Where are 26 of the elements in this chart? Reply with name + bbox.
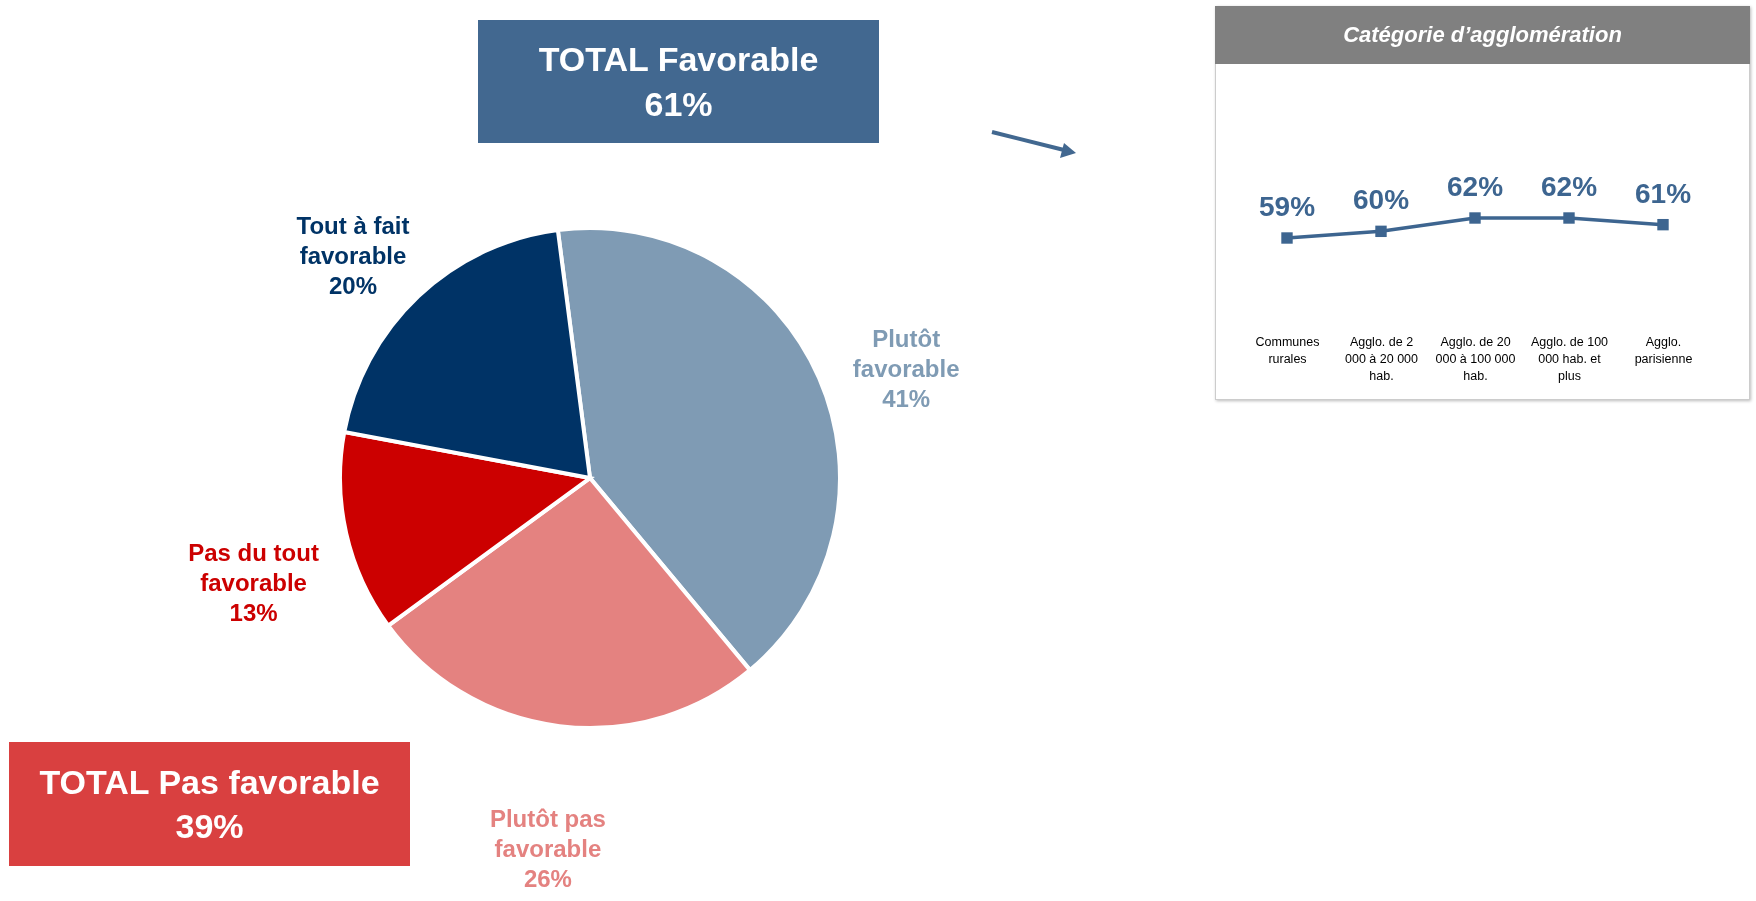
slice-label: Plutôt pas favorable — [489, 805, 606, 863]
point — [1469, 212, 1481, 224]
data-label: 41% — [882, 384, 931, 412]
point — [1563, 212, 1575, 224]
data-label: 20% — [328, 272, 378, 300]
chart-title: Catégorie d’agglomération — [1215, 6, 1750, 64]
data-label: 26% — [523, 865, 572, 893]
text: TOTAL Pas favorable 39% — [9, 742, 410, 866]
text: TOTAL Favorable 61% — [478, 20, 879, 143]
data-label: 60% — [1352, 184, 1410, 216]
slice-label: Pas du tout favorable — [188, 539, 319, 597]
x-tick-label: Communes rurales — [1255, 334, 1320, 366]
data-label: 62% — [1540, 171, 1598, 202]
data-label: 61% — [1634, 177, 1692, 209]
point — [1657, 218, 1669, 231]
data-label: 13% — [229, 599, 278, 627]
x-tick-label: Agglo. de 20 000 à 100 000 hab. — [1435, 334, 1516, 383]
data-label: 59% — [1258, 191, 1316, 222]
slice-label: Plutôt favorable — [852, 324, 960, 382]
point — [1281, 232, 1293, 244]
point — [1375, 225, 1387, 238]
x-tick-label: Agglo. parisienne — [1634, 334, 1693, 366]
x-tick-label: Agglo. de 2 000 à 20 000 hab. — [1345, 334, 1419, 383]
slice-label: Tout à fait favorable — [296, 212, 410, 270]
data-label: 62% — [1446, 171, 1504, 202]
x-tick-label: Agglo. de 100 000 hab. et plus — [1530, 334, 1609, 383]
